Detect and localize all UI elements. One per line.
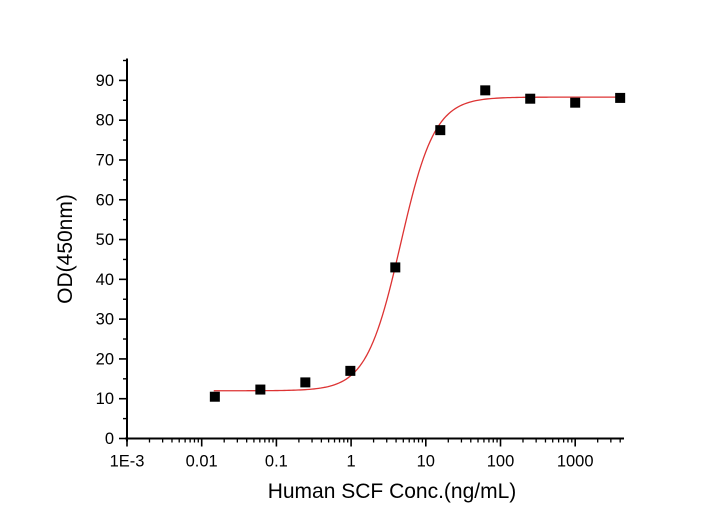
x-tick-label: 1 <box>347 453 356 471</box>
y-tick-label: 30 <box>96 311 114 329</box>
x-tick-label: 1E-3 <box>110 453 145 471</box>
y-tick-label: 20 <box>96 350 114 368</box>
data-point <box>209 391 220 402</box>
plot-area: 0 10 20 30 40 50 60 70 80 90 1E-3 0.01 0.1 1 10 100 1000 <box>96 58 626 471</box>
data-point <box>255 384 266 395</box>
x-tick-label: 100 <box>487 453 515 471</box>
x-tick-label: 0.1 <box>265 453 288 471</box>
y-tick-label: 80 <box>96 112 114 130</box>
y-tick-label: 70 <box>96 151 114 169</box>
x-axis-title: Human SCF Conc.(ng/mL) <box>268 480 517 503</box>
data-point <box>480 85 491 96</box>
y-axis-title: OD(450nm) <box>54 194 77 304</box>
data-point <box>345 365 356 376</box>
y-tick-label: 40 <box>96 271 114 289</box>
data-point <box>300 377 311 388</box>
y-tick-label: 10 <box>96 390 114 408</box>
x-tick-label: 1000 <box>557 453 594 471</box>
data-point <box>525 93 536 104</box>
data-point <box>390 262 401 273</box>
x-tick-label: 10 <box>417 453 435 471</box>
y-tick-label: 0 <box>105 430 114 448</box>
x-tick-label: 0.01 <box>186 453 218 471</box>
y-tick-label: 50 <box>96 231 114 249</box>
y-tick-label: 60 <box>96 191 114 209</box>
fit-curve <box>213 96 624 392</box>
y-tick-label: 90 <box>96 72 114 90</box>
data-point <box>435 125 446 136</box>
data-point <box>615 92 626 103</box>
data-point <box>570 97 581 108</box>
